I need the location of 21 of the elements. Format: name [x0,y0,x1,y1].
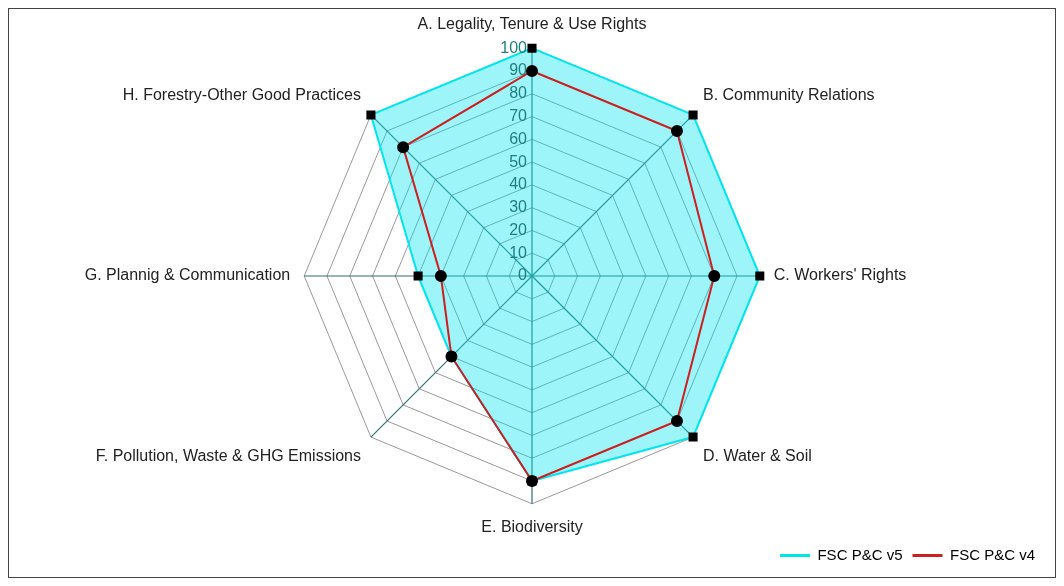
y-tick-label: 100 [500,38,528,56]
y-tick-label: 50 [509,152,528,170]
y-tick-label: 90 [509,61,528,79]
y-tick-label: 20 [509,220,528,238]
spoke-label: C. Workers' Rights [773,266,907,284]
y-tick-label: 40 [509,175,528,193]
spoke-label: H. Forestry-Other Good Practices [122,85,362,103]
y-tick-label: 70 [509,106,528,124]
spoke-label: B. Community Relations [702,85,875,103]
spoke-label: D. Water & Soil [702,446,812,464]
spoke-label: G. Plannig & Communication [84,266,291,284]
y-tick-label: 80 [509,84,528,102]
legend-label: FSC P&C v5 [817,545,903,563]
y-tick-label: 0 [518,266,528,284]
y-tick-label: 10 [509,243,528,261]
legend-label: FSC P&C v4 [949,545,1036,563]
y-tick-label: 30 [509,198,528,216]
spoke-label: E. Biodiversity [481,517,583,535]
y-tick-label: 60 [509,129,528,147]
spoke-label: A. Legality, Tenure & Use Rights [417,15,647,33]
spoke-label: F. Pollution, Waste & GHG Emissions [95,446,362,464]
